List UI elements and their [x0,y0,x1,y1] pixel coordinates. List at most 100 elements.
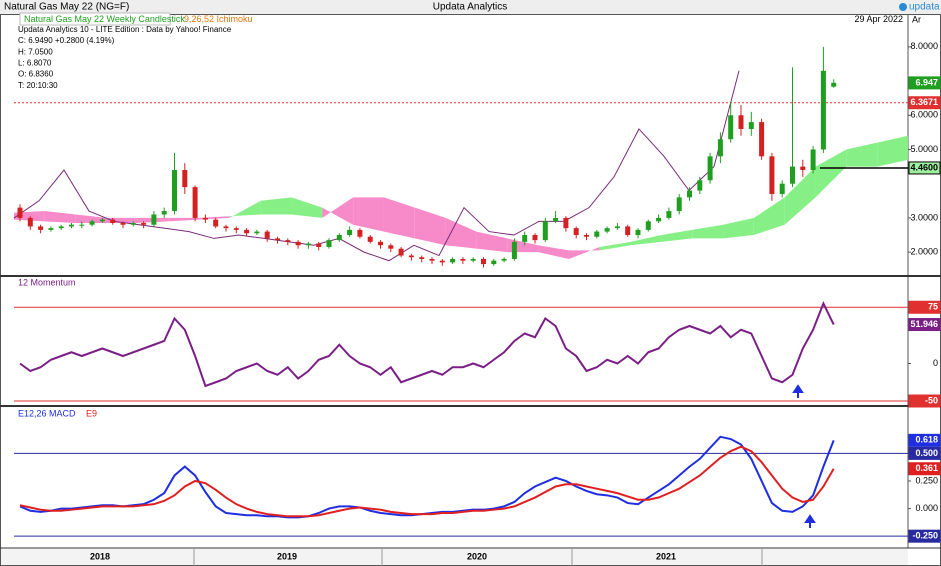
candle-body [357,229,363,237]
candle-body [38,226,44,230]
candle-body [223,226,229,229]
candle-body [367,236,373,242]
cloud [568,246,600,259]
app-name: Updata Analytics [433,2,508,13]
cloud [599,241,631,251]
candle-body [748,122,754,129]
cloud [476,231,508,253]
candle-body [192,187,198,218]
candle-body [27,217,33,227]
candle-body [511,241,517,259]
candle-body [378,241,383,246]
candle-body [89,221,95,225]
candle-body [58,226,64,229]
candle-body [398,248,404,256]
candle-body [573,228,579,236]
candle-body [800,166,806,171]
candle-body [336,235,342,241]
frame [0,14,941,566]
candle-body [738,115,744,129]
candle-body [254,231,260,234]
value-box-label: 6.947 [915,77,938,87]
candle-body [532,235,538,241]
candle-body [769,156,775,194]
arrow [804,514,816,528]
value-box [908,161,941,175]
candle-body [717,139,723,157]
candle-body [810,149,816,171]
candle-body [419,257,425,259]
value-box [908,462,941,476]
candle-body [635,229,641,236]
candle-body [69,224,74,227]
candle-body [625,226,631,236]
cloud [877,135,908,167]
candle-body [99,219,105,222]
y-tick-label: 3.0000 [910,212,938,222]
candle-body [161,211,167,215]
candle-body [172,170,177,212]
candle-body [202,217,208,220]
x-tick-label: 2018 [90,551,110,561]
candle-body [120,223,126,225]
value-box-label: 0.618 [915,435,938,445]
value-box [908,446,941,460]
value-box [908,300,941,314]
candle-body [275,238,280,241]
momentum-title: 12 Momentum [18,277,76,287]
candle-body [522,235,528,242]
candle-body [563,217,569,229]
value-box [908,433,941,447]
cloud [753,197,785,236]
info-line: L: 6.8070 [18,59,52,68]
candle-body [79,224,85,226]
cloud [661,229,693,242]
candle-body [676,197,682,212]
cloud [260,197,292,215]
candle-body [213,219,219,227]
candle-body [594,231,600,237]
candle-body [790,166,795,184]
candle-body [656,217,662,222]
candle-body [645,221,651,230]
cloud [383,197,415,239]
candle-body [687,190,692,198]
candle-body [182,170,188,188]
candle-body [347,229,353,236]
candle-body [614,226,620,229]
value-box-label: 4.4600 [910,162,938,172]
cloud [229,200,261,218]
cloud [815,149,847,198]
candle-body [141,223,147,225]
candle-body [408,255,414,258]
candle-body [305,243,311,246]
candle-body [759,122,765,157]
info-line: T: 20:10:30 [18,81,58,90]
value-box [908,529,941,543]
candle-body [48,228,54,230]
candle-body [831,82,837,87]
value-box [908,318,941,332]
logo-icon [899,3,907,11]
info-line: O: 6.8360 [18,70,54,79]
candle-body [470,258,476,261]
candle-body [295,241,301,246]
candle-body [542,221,548,241]
logo: updata [909,2,940,13]
axis-tag: Ar [912,14,921,24]
value-box [908,394,941,408]
y-tick-label: 6.0000 [910,110,938,120]
candle-body [491,260,497,265]
candle-body [439,260,445,263]
value-box-label: -0.250 [912,531,938,541]
x-axis [1,549,908,565]
value-box-label: 6.3671 [910,97,938,107]
y-tick-label: 8.0000 [910,41,938,51]
cloud [168,217,199,222]
cloud [692,224,724,239]
cloud [445,217,477,249]
candle-body [233,228,239,230]
y-tick-label: 2.0000 [910,246,938,256]
candle-body [17,207,23,218]
candle-body [481,258,486,265]
